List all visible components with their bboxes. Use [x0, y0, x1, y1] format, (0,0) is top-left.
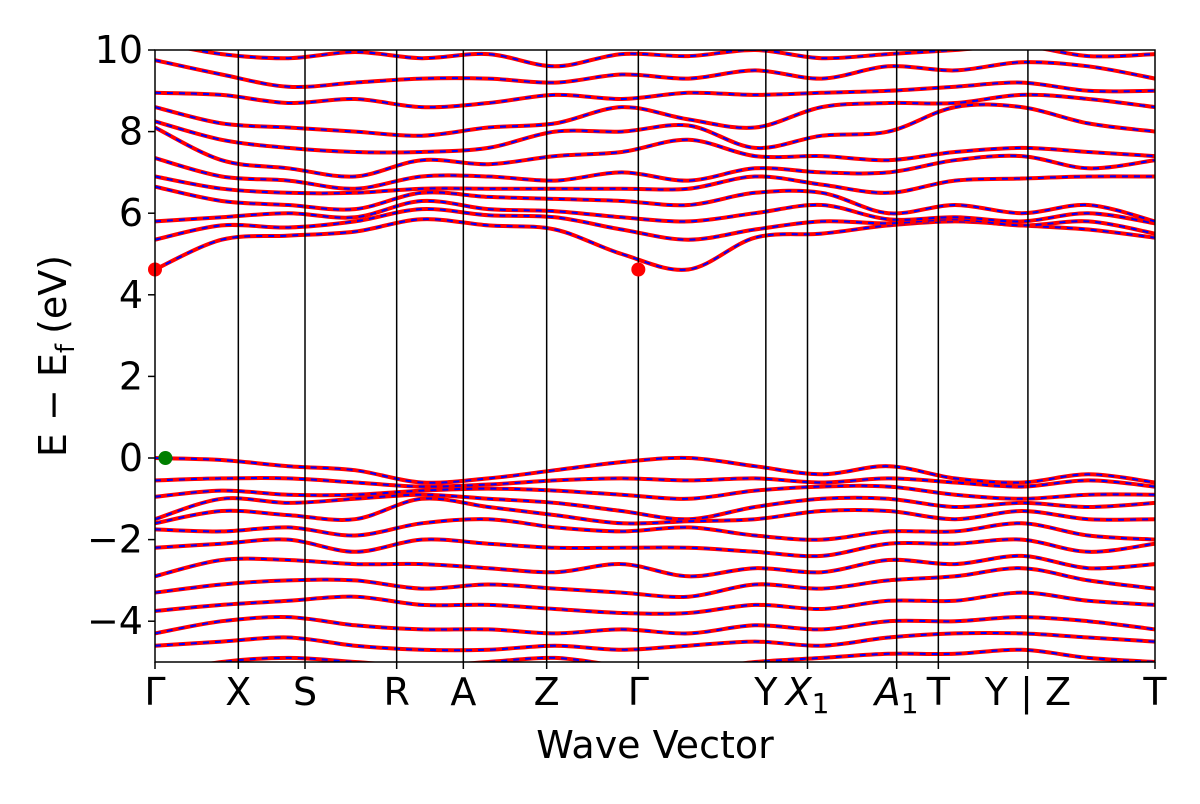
y-tick-label-2: 0: [119, 436, 143, 480]
x-tick-label-12: T: [1142, 670, 1167, 714]
band-overlay-7: [155, 103, 1155, 154]
y-tick-label-1: −2: [87, 518, 143, 562]
bands-layer: [155, 50, 1155, 662]
y-axis-title-unit: (eV): [31, 255, 75, 334]
band-line-13: [155, 476, 1155, 489]
band-line-23: [155, 630, 1155, 653]
y-tick-label-4: 4: [119, 273, 143, 317]
y-axis-title-subscript: f: [51, 343, 81, 353]
x-tick-label-1: X: [225, 670, 251, 714]
band-overlay-24: [214, 648, 1155, 662]
x-tick-label-10: T: [926, 670, 951, 714]
band-line-6: [155, 125, 1155, 179]
band-line-9: [155, 80, 1155, 110]
band-overlay-10: [155, 59, 1155, 88]
band-line-21: [155, 590, 1155, 616]
x-tick-label-4: A: [450, 670, 476, 714]
x-tick-label-0: Γ: [144, 670, 165, 714]
x-tick-label-2: S: [293, 670, 317, 714]
cbm-marker-1: [631, 262, 646, 277]
band-line-4: [155, 174, 1155, 196]
band-line-14: [155, 483, 1155, 501]
x-tick-label-9: A1: [872, 670, 919, 720]
y-tick-label-0: −4: [87, 599, 143, 643]
band-overlay-22: [155, 615, 1155, 635]
y-axis-title: E − Ef (eV): [31, 255, 81, 457]
x-tick-label-11: Y | Z: [984, 670, 1071, 715]
band-overlay-16: [155, 497, 1155, 525]
band-line-17: [155, 517, 1155, 542]
band-overlay-11: [190, 50, 1155, 68]
x-tick-label-5: Z: [534, 670, 560, 714]
x-tick-label-8: X1: [784, 670, 830, 720]
band-line-2: [155, 198, 1155, 226]
x-tick-label-7: Y: [753, 670, 778, 714]
band-overlay-15: [155, 493, 1155, 521]
x-tick-label-3: R: [383, 670, 409, 714]
kpoint-lines: [237, 50, 1029, 662]
y-ticks: −4 −2 0 2 4 6 8 10: [87, 28, 155, 643]
band-line-18: [155, 537, 1155, 559]
band-line-12: [155, 455, 1155, 485]
band-line-20: [155, 566, 1155, 599]
band-overlay-5: [155, 154, 1155, 190]
x-tick-label-6: Γ: [628, 670, 649, 714]
band-overlay-19: [155, 554, 1155, 578]
y-tick-label-3: 2: [119, 354, 143, 398]
y-tick-label-6: 8: [119, 110, 143, 154]
y-tick-label-5: 6: [119, 191, 143, 235]
band-overlay-8: [155, 93, 1155, 137]
band-overlay-3: [155, 185, 1155, 223]
y-tick-label-7: 10: [95, 28, 143, 72]
band-overlay-1: [155, 208, 1155, 241]
vbm-marker-2: [158, 451, 173, 465]
plot-frame: [154, 49, 1156, 663]
y-axis-title-main: E − E: [31, 353, 75, 457]
x-axis-title: Wave Vector: [536, 723, 774, 767]
